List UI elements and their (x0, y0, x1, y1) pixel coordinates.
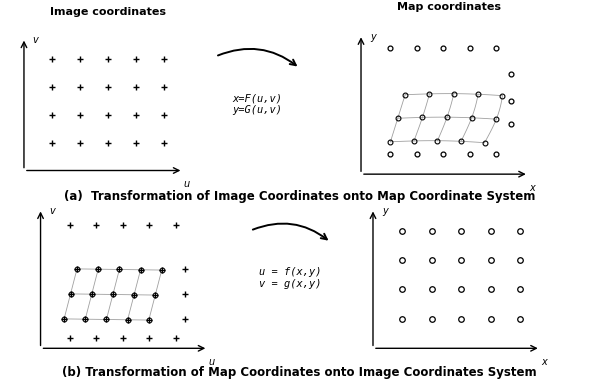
Text: v: v (32, 35, 38, 45)
Text: v: v (49, 205, 55, 216)
Text: u: u (183, 179, 190, 189)
Text: y: y (382, 205, 388, 216)
Text: x=F(u,v)
y=G(u,v): x=F(u,v) y=G(u,v) (232, 93, 283, 115)
Text: y: y (370, 31, 376, 41)
Text: x: x (530, 183, 535, 193)
Text: x: x (541, 357, 547, 367)
Text: (b) Transformation of Map Coordinates onto Image Coordinates System: (b) Transformation of Map Coordinates on… (62, 366, 537, 379)
Text: Map coordinates: Map coordinates (397, 2, 501, 12)
Text: u: u (208, 357, 215, 367)
Text: u = f(x,y)
v = g(x,y): u = f(x,y) v = g(x,y) (259, 267, 322, 289)
Text: (a)  Transformation of Image Coordinates onto Map Coordinate System: (a) Transformation of Image Coordinates … (64, 190, 535, 203)
Text: Image coordinates: Image coordinates (50, 7, 166, 17)
